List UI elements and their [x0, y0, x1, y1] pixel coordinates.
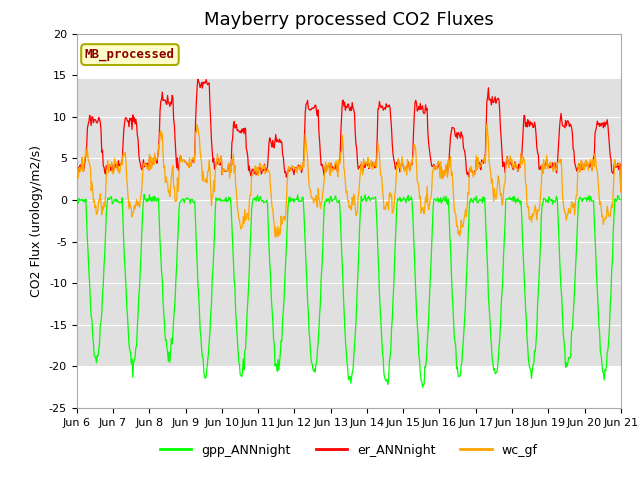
- Legend: gpp_ANNnight, er_ANNnight, wc_gf: gpp_ANNnight, er_ANNnight, wc_gf: [155, 439, 543, 462]
- Text: MB_processed: MB_processed: [85, 48, 175, 61]
- Title: Mayberry processed CO2 Fluxes: Mayberry processed CO2 Fluxes: [204, 11, 493, 29]
- Bar: [77, 79, 621, 366]
- Y-axis label: CO2 Flux (urology/m2/s): CO2 Flux (urology/m2/s): [30, 145, 44, 297]
